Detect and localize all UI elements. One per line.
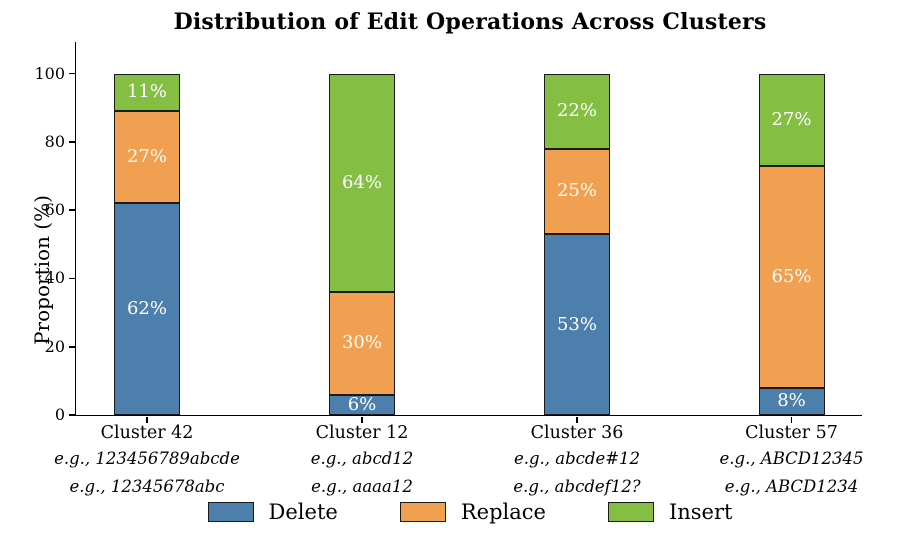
bar-value-label: 27% — [771, 108, 812, 130]
plot-area: Proportion (%) — [30, 42, 862, 416]
legend-label: Replace — [460, 500, 546, 524]
category-label: Cluster 36 — [530, 423, 624, 443]
bar-segment-replace: 25% — [544, 148, 610, 235]
category-example: e.g., abcd12 — [310, 449, 414, 468]
y-tick-label: 100 — [34, 63, 65, 83]
category-label: Cluster 57 — [745, 423, 838, 443]
y-axis-tick — [69, 140, 75, 143]
bar-segment-replace: 65% — [758, 165, 825, 388]
category-block: Cluster 36 e.g., abcde#12 e.g., abcdef12? — [447, 421, 707, 500]
bar-segment-insert: 64% — [329, 73, 395, 293]
category-label: Cluster 12 — [315, 423, 409, 443]
bar-value-label: 30% — [341, 332, 382, 354]
category-block: Cluster 57 e.g., ABCD12345 e.g., ABCD1234 — [662, 421, 897, 500]
category-example: e.g., 123456789abcde — [54, 449, 240, 468]
bar-value-label: 65% — [771, 265, 812, 287]
bar-segment-insert: 11% — [114, 73, 180, 112]
category-example: e.g., ABCD12345 — [719, 449, 864, 468]
x-axis-tick — [146, 416, 148, 423]
bar-cluster-36: 53% 25% 22% — [544, 73, 610, 415]
y-axis-tick — [69, 414, 75, 416]
bar-segment-delete: 53% — [544, 234, 610, 415]
y-tick-label: 40 — [44, 268, 65, 288]
bar-cluster-57: 8% 65% 27% — [758, 73, 825, 415]
y-axis-tick — [69, 72, 75, 75]
category-example: e.g., aaaa12 — [311, 476, 413, 496]
bar-value-label: 11% — [126, 81, 167, 103]
y-tick-label: 60 — [44, 200, 65, 220]
category-label: Cluster 42 — [100, 423, 194, 443]
bar-segment-replace: 27% — [114, 111, 180, 204]
bar-segment-delete: 62% — [114, 203, 180, 415]
category-example: e.g., ABCD1234 — [724, 476, 859, 496]
category-example: e.g., abcde#12 — [513, 449, 641, 468]
chart-title: Distribution of Edit Operations Across C… — [173, 9, 767, 35]
bar-value-label: 53% — [556, 313, 597, 335]
x-axis-tick — [361, 416, 363, 423]
bar-cluster-12: 6% 30% 64% — [329, 73, 395, 415]
y-axis-tick — [69, 345, 75, 348]
legend-item-replace: Replace — [399, 500, 546, 524]
bar-value-label: 8% — [777, 390, 806, 412]
bar-segment-delete: 8% — [758, 387, 825, 415]
bar-segment-delete: 6% — [329, 393, 395, 415]
category-example: e.g., 12345678abc — [69, 476, 225, 496]
legend-swatch-replace — [399, 502, 446, 522]
category-block: Cluster 12 e.g., abcd12 e.g., aaaa12 — [232, 421, 492, 500]
legend-swatch-delete — [207, 502, 254, 522]
bar-cluster-42: 62% 27% 11% — [114, 73, 180, 415]
legend-item-insert: Insert — [607, 500, 733, 524]
bar-segment-insert: 22% — [544, 73, 610, 149]
x-axis-tick — [576, 416, 578, 423]
bar-value-label: 27% — [126, 146, 167, 168]
bar-value-label: 25% — [556, 180, 597, 202]
legend-label: Delete — [268, 500, 338, 524]
legend: Delete Replace Insert — [75, 501, 865, 523]
bar-value-label: 6% — [347, 393, 377, 415]
bar-segment-replace: 30% — [329, 292, 395, 395]
bar-value-label: 64% — [341, 171, 382, 193]
bar-value-label: 22% — [556, 100, 597, 122]
y-tick-label: 0 — [54, 405, 65, 424]
y-axis-tick — [69, 277, 75, 280]
y-axis-tick — [69, 209, 75, 211]
bar-value-label: 62% — [126, 298, 167, 320]
y-tick-label: 80 — [44, 131, 65, 151]
y-tick-label: 20 — [44, 336, 65, 356]
bar-segment-insert: 27% — [758, 73, 825, 166]
legend-label: Insert — [668, 500, 733, 524]
category-block: Cluster 42 e.g., 123456789abcde e.g., 1234… — [17, 421, 277, 500]
legend-swatch-insert — [607, 502, 654, 522]
category-example: e.g., abcdef12? — [513, 476, 641, 496]
x-axis-tick — [790, 416, 793, 423]
legend-item-delete: Delete — [207, 500, 338, 524]
